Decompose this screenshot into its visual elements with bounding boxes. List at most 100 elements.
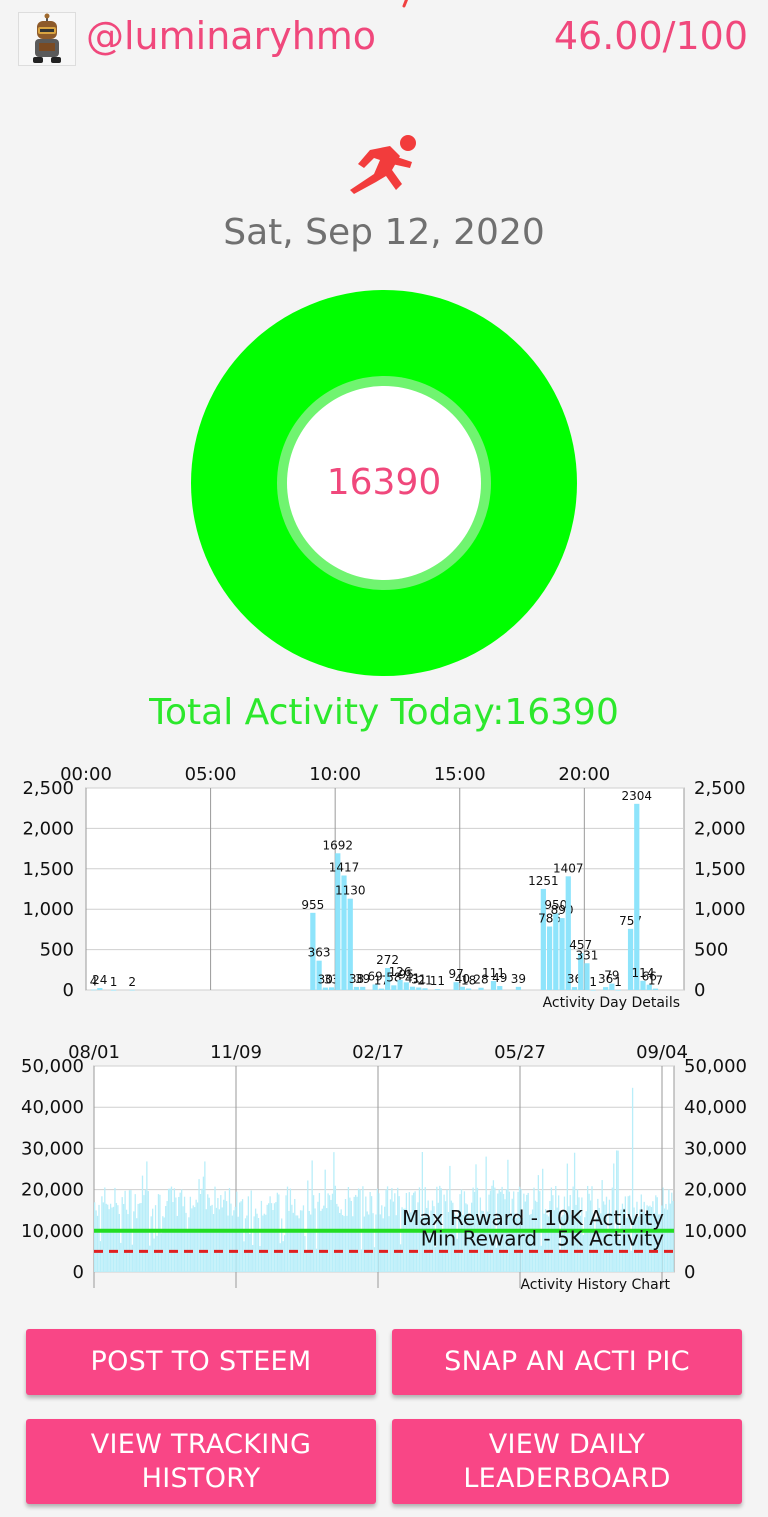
history-bar (189, 1196, 192, 1272)
day-bar-label: 1130 (335, 884, 366, 898)
history-bar (268, 1203, 270, 1272)
post-to-steem-button[interactable]: POST TO STEEM (26, 1329, 376, 1395)
history-bar (427, 1200, 429, 1272)
history-bar (297, 1215, 299, 1272)
history-bar (437, 1202, 439, 1272)
user-avatar[interactable] (18, 12, 76, 66)
history-bar (292, 1212, 294, 1272)
day-bar (322, 987, 328, 990)
history-bar (162, 1216, 164, 1272)
history-bar (660, 1205, 663, 1272)
history-bar (324, 1169, 326, 1272)
history-bar (154, 1205, 157, 1272)
day-bar (515, 986, 522, 990)
history-bar (511, 1198, 513, 1272)
history-bar (540, 1245, 542, 1272)
view-tracking-history-button[interactable]: VIEW TRACKING HISTORY (26, 1419, 376, 1504)
history-bar (630, 1250, 632, 1272)
history-x-tick: 08/01 (68, 1042, 120, 1063)
history-bar (482, 1211, 484, 1272)
day-bar (497, 986, 503, 990)
history-bar (241, 1199, 244, 1272)
history-bar (556, 1207, 558, 1272)
day-bar-label: 1251 (528, 874, 559, 888)
history-bar (563, 1196, 566, 1272)
history-bar (252, 1245, 254, 1272)
decoration-mark-icon (402, 0, 409, 8)
day-bar (328, 987, 335, 990)
history-y-tick-left: 20,000 (21, 1180, 84, 1201)
history-bar (136, 1218, 138, 1272)
history-bar (353, 1196, 355, 1272)
history-bar (536, 1201, 538, 1272)
history-bar (120, 1242, 122, 1272)
history-bar (350, 1200, 352, 1272)
history-bar (652, 1201, 654, 1272)
history-bar (389, 1199, 392, 1272)
day-bar (403, 982, 409, 990)
history-bar (272, 1210, 274, 1272)
history-bar (269, 1196, 271, 1272)
history-bar (237, 1216, 239, 1272)
history-bar (188, 1217, 190, 1272)
history-bar (349, 1197, 351, 1272)
history-bar (468, 1213, 470, 1272)
history-bar (375, 1214, 377, 1272)
history-bar (270, 1203, 273, 1272)
history-bar (471, 1202, 473, 1272)
history-bar (492, 1180, 495, 1272)
view-daily-leaderboard-button[interactable]: VIEW DAILY LEADERBOARD (392, 1419, 742, 1504)
history-bar (524, 1201, 526, 1272)
history-bar (152, 1208, 154, 1272)
history-bar (94, 1202, 96, 1272)
history-bar (198, 1179, 200, 1272)
day-bar (634, 803, 640, 990)
history-bar (305, 1251, 308, 1272)
history-bar (488, 1194, 490, 1272)
history-bar (211, 1204, 213, 1272)
history-bar (163, 1217, 165, 1272)
history-bar (315, 1248, 318, 1272)
history-y-tick-left: 30,000 (21, 1138, 84, 1159)
history-bar (515, 1218, 518, 1272)
history-bar (523, 1193, 525, 1272)
history-bar (521, 1217, 524, 1272)
history-bar (579, 1215, 582, 1272)
day-bar-label: 950 (544, 898, 567, 912)
history-bar (107, 1204, 109, 1272)
day-bar (347, 898, 353, 990)
history-bar (578, 1197, 580, 1272)
history-bar (302, 1205, 305, 1272)
day-bar (465, 988, 472, 990)
history-bar (618, 1239, 621, 1272)
history-bar (192, 1205, 194, 1272)
history-bar (465, 1203, 467, 1272)
history-bar (131, 1244, 134, 1272)
history-bar (388, 1216, 390, 1272)
history-bar (601, 1180, 603, 1272)
history-bar (215, 1207, 218, 1272)
day-bar-label: 66 (642, 970, 657, 984)
history-bar (257, 1217, 260, 1272)
day-bar (391, 985, 397, 990)
history-bar (111, 1207, 113, 1272)
history-bar (112, 1206, 115, 1272)
activity-history-chart: 50,000 50,000 40,000 40,000 30,000 30,000 20,0… (0, 1034, 768, 1294)
day-bar (559, 918, 565, 990)
history-bar (326, 1208, 328, 1272)
history-bar (450, 1200, 453, 1272)
history-bar (398, 1196, 400, 1272)
history-bar (314, 1208, 316, 1272)
history-bar (594, 1238, 596, 1272)
history-bar (323, 1205, 325, 1272)
history-bar (372, 1213, 374, 1272)
history-bar (196, 1202, 199, 1272)
history-bar (370, 1196, 373, 1272)
snap-acti-pic-button[interactable]: SNAP AN ACTI PIC (392, 1329, 742, 1395)
day-bar (453, 982, 459, 990)
day-bar-label: 36 (598, 972, 613, 986)
history-bar (108, 1209, 110, 1272)
history-bar (560, 1216, 563, 1272)
history-bar (223, 1199, 225, 1272)
history-bar (127, 1214, 129, 1272)
